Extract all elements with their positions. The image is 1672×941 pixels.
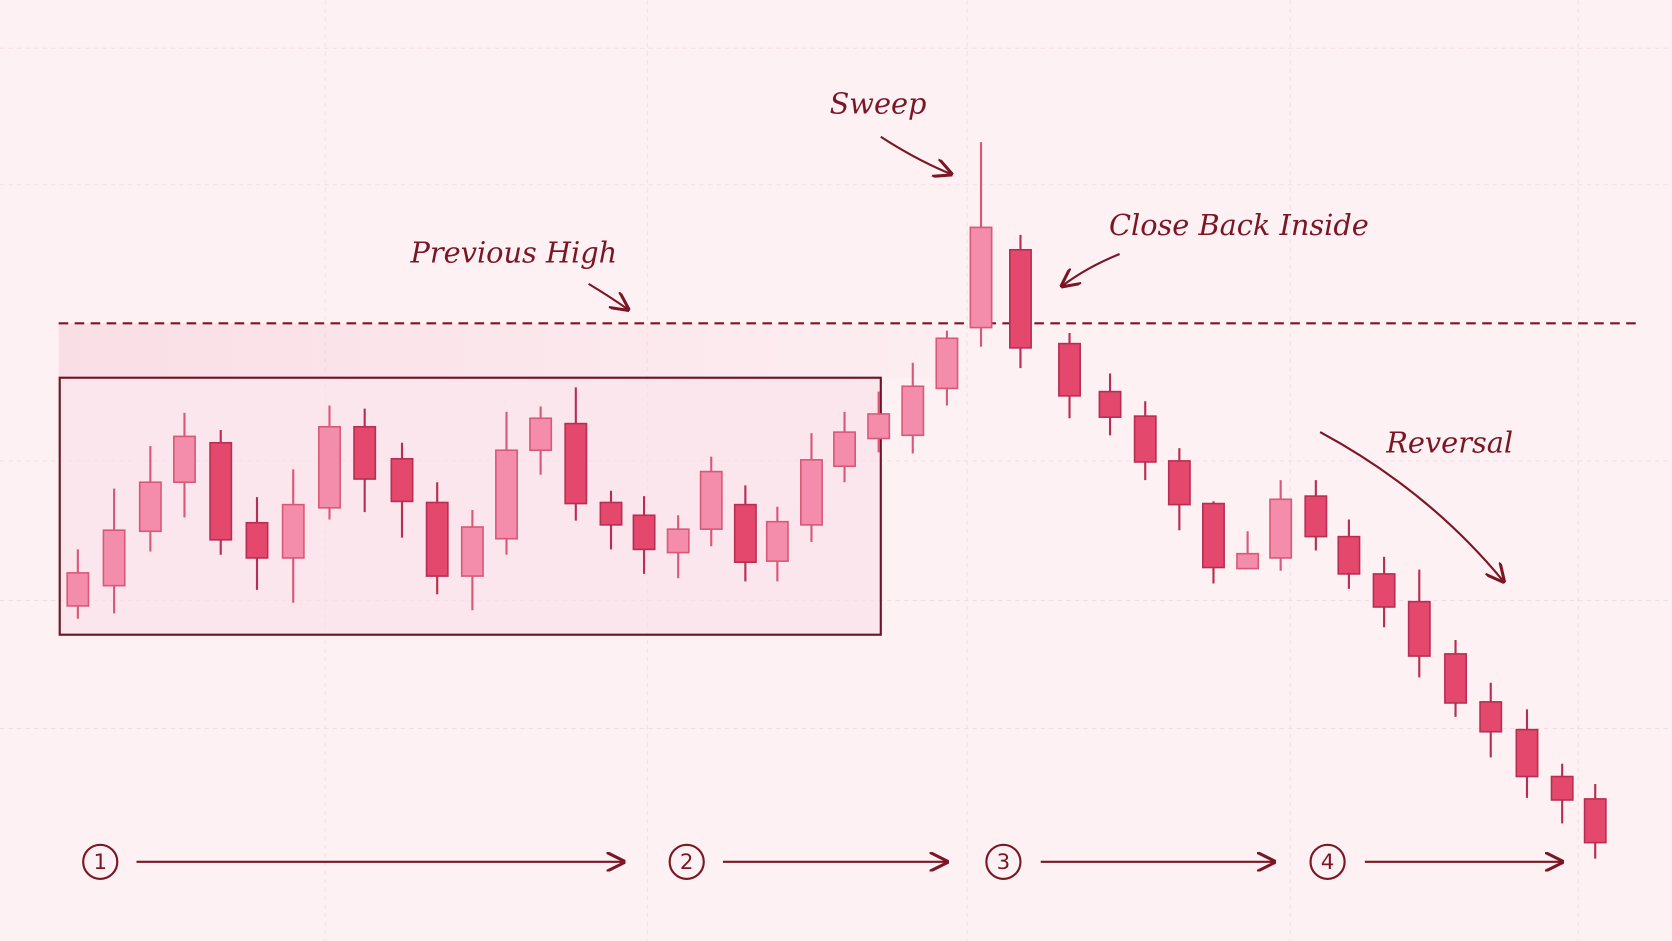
- arrow: [588, 282, 628, 310]
- range-box: [58, 376, 882, 636]
- candle-body: [353, 425, 377, 480]
- step-circle: [1309, 843, 1346, 880]
- candle-body: [1515, 728, 1539, 778]
- candle-body: [1236, 552, 1260, 570]
- step-label: 1: [93, 850, 107, 875]
- candle-body: [66, 572, 90, 607]
- candle-body: [1444, 653, 1467, 704]
- candle-body: [245, 521, 269, 559]
- candle-body: [1133, 415, 1157, 463]
- candle-body: [138, 481, 162, 533]
- step-circle: [985, 843, 1022, 880]
- candle-body: [1269, 498, 1293, 559]
- candle-body: [318, 425, 341, 509]
- candle-body: [390, 457, 414, 503]
- arrow: [1062, 253, 1121, 286]
- step-circle: [82, 843, 119, 880]
- liquidity-zone: [58, 323, 944, 378]
- arrow: [880, 135, 951, 174]
- step-circle: [668, 843, 705, 880]
- candle-body: [1372, 573, 1396, 608]
- step-label: 2: [680, 850, 694, 875]
- candle-body: [833, 431, 856, 468]
- candle-body: [1098, 390, 1122, 418]
- annotation: Previous High: [410, 236, 618, 270]
- candle-body: [666, 528, 690, 554]
- candle-body: [495, 449, 518, 540]
- step-label: 4: [1321, 850, 1335, 875]
- candle-body: [1058, 342, 1081, 397]
- candle-body: [1009, 248, 1032, 349]
- candle-body: [1337, 535, 1361, 575]
- candle-body: [733, 503, 757, 564]
- candle-body: [1407, 600, 1431, 657]
- candle-body: [102, 529, 126, 587]
- candle-body: [281, 503, 305, 559]
- candle-body: [699, 470, 723, 530]
- candle-body: [1550, 775, 1574, 801]
- candle-body: [209, 441, 233, 541]
- candle-body: [1167, 460, 1191, 506]
- candle-body: [765, 520, 789, 562]
- candle-body: [969, 226, 993, 329]
- candle-body: [1583, 798, 1607, 844]
- candle-body: [901, 385, 925, 437]
- annotation: Sweep: [830, 86, 927, 120]
- candle-body: [800, 459, 823, 526]
- annotations: Sweep Previous High Close Back Inside Re…: [410, 86, 1513, 581]
- candle-body: [632, 514, 656, 551]
- annotation: Close Back Inside: [1109, 208, 1369, 242]
- candle-body: [173, 435, 196, 484]
- candle-body: [599, 501, 623, 526]
- candle-body: [1202, 502, 1225, 569]
- zones: [58, 322, 1637, 636]
- candle-body: [935, 337, 959, 390]
- candle-body: [460, 526, 484, 577]
- arrow: [1319, 431, 1503, 581]
- candle-body: [1479, 701, 1503, 733]
- annotation: Reversal: [1385, 425, 1513, 459]
- steps: 1 2 3 4: [82, 843, 1562, 880]
- candles: [66, 142, 1607, 859]
- step-label: 3: [997, 850, 1011, 875]
- candle-body: [867, 413, 891, 440]
- candle-body: [1304, 495, 1328, 538]
- candle-body: [529, 417, 553, 452]
- candle-body: [564, 422, 588, 505]
- candle-body: [425, 501, 449, 577]
